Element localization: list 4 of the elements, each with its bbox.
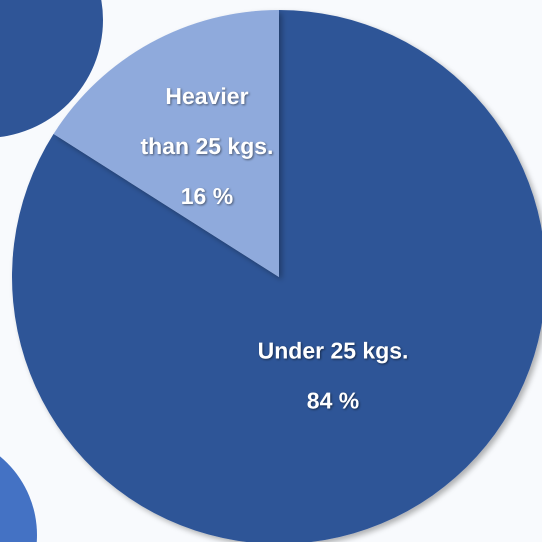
data-label: 16 %: [180, 182, 234, 209]
slice-label: Heavier than 25 kgs.: [140, 82, 274, 159]
data-label: 84 %: [306, 387, 360, 414]
slice-label: Under 25 kgs.: [258, 337, 408, 364]
